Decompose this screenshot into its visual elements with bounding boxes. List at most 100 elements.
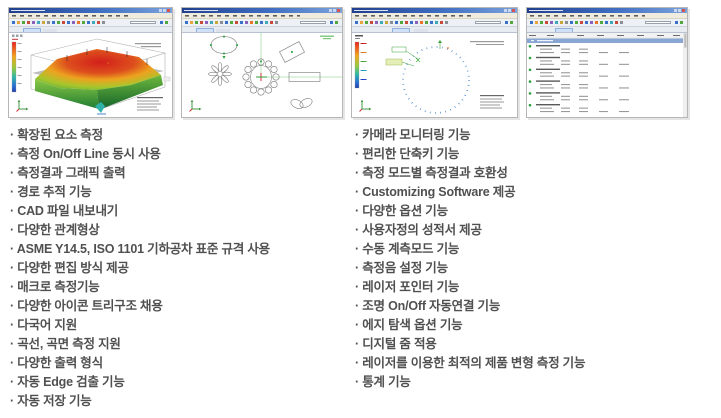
window-tabstrip (527, 27, 687, 33)
window-buttons (167, 9, 170, 12)
window-titlebar (527, 8, 687, 13)
slot-rectangle-element (288, 72, 321, 82)
window-menubar (9, 13, 172, 19)
ellipse-element (210, 35, 238, 59)
axis-triad-icon (359, 99, 372, 112)
color-scale (354, 41, 367, 89)
feature-item: · 편리한 단축키 기능 (355, 147, 460, 161)
result-text-bottom-right (480, 95, 504, 109)
feature-item: · 디지털 줌 적용 (355, 337, 437, 351)
toolbar-icons (185, 20, 188, 24)
feature-item: · 측정 모드별 측정결과 호환성 (355, 166, 508, 180)
rotated-rectangle-element (279, 41, 305, 63)
screenshot-2d-elements-window (181, 7, 343, 118)
window-buttons (682, 9, 685, 12)
window-title-text (354, 9, 388, 12)
feature-item: · 수동 계측모드 기능 (355, 242, 460, 256)
surface-plot-canvas (9, 33, 172, 117)
toolbar-icons (530, 20, 533, 24)
active-tab (555, 27, 573, 32)
window-menubar (182, 13, 342, 19)
bolt-circle-pattern (242, 58, 280, 96)
toolbar-combobox (130, 20, 156, 24)
window-menubar (527, 13, 687, 19)
measured-point-circle (402, 46, 470, 114)
toolbar-combobox (300, 20, 326, 24)
circle-measure-canvas (352, 33, 517, 117)
result-text-bottom-right (137, 97, 163, 111)
window-menubar (352, 13, 517, 19)
axis-triad-icon (16, 99, 29, 112)
window-toolbar (352, 19, 517, 27)
crosshair-guides (260, 33, 342, 78)
window-title-text (11, 9, 45, 12)
window-tabstrip (352, 27, 517, 33)
toolbar-icons-right (165, 20, 168, 24)
table-scrollbar (683, 33, 687, 117)
feature-list-left: · 확장된 요소 측정 · 측정 On/Off Line 동시 사용 · 측정결과 … (10, 126, 350, 411)
features-right-column: · 카메라 모니터링 기능 · 편리한 단축키 기능 · 측정 모드별 측정결과 호… (355, 126, 717, 392)
screenshot-results-table-window (526, 7, 688, 118)
feature-item: · 측정결과 그래픽 출력 (10, 166, 126, 180)
feature-item: · 사용자정의 성적서 제공 (355, 223, 482, 237)
window-toolbar (182, 19, 342, 27)
petal-pattern-element (208, 62, 232, 86)
cad-elements-scene (189, 33, 342, 112)
feature-item: · 자동 Edge 검출 기능 (10, 375, 125, 389)
results-table-scene (527, 33, 687, 117)
measurement-pins (66, 47, 148, 65)
feature-item: · 다양한 편집 방식 제공 (10, 261, 129, 275)
feature-item: · 레이저를 이용한 최적의 제품 변형 측정 기능 (355, 356, 586, 370)
color-scale (11, 41, 22, 93)
feature-item: · 다양한 아이콘 트리구조 채용 (10, 299, 163, 313)
feature-item: · 다양한 관계형상 (10, 223, 100, 237)
feature-item: · 경로 추적 기능 (10, 185, 92, 199)
measurement-result-groups (528, 44, 629, 113)
toolbar-icons-right (680, 20, 683, 24)
window-toolbar (527, 19, 687, 27)
toolbar-icons (12, 20, 15, 24)
screenshot-circle-measure-window (351, 7, 518, 118)
window-title-text (184, 9, 218, 12)
table-header-row (527, 33, 683, 39)
toolbar-combobox (475, 20, 501, 24)
selected-group-row (527, 38, 683, 43)
toolbar-icons (355, 20, 358, 24)
inactive-tab (414, 28, 428, 32)
datum-axis-marker (256, 60, 267, 81)
view-toolbar-glyphs (12, 34, 23, 40)
surface-plot-scene (11, 34, 171, 115)
window-titlebar (9, 8, 172, 13)
inactive-tab (43, 28, 57, 32)
cad-view-canvas (182, 33, 342, 117)
scale-indicator (320, 35, 334, 40)
window-title-text (529, 9, 563, 12)
feature-annotations (385, 40, 449, 67)
circle-measure-scene (354, 35, 504, 114)
features-left-column: · 확장된 요소 측정 · 측정 On/Off Line 동시 사용 · 측정결과 … (10, 126, 350, 411)
feature-item: · 매크로 측정기능 (10, 280, 100, 294)
screenshot-3d-surface-window (8, 7, 173, 118)
annotation-text-top-right (135, 43, 161, 48)
feature-item: · 곡선, 곡면 측정 지원 (10, 337, 121, 351)
toolbar-icons-right (510, 20, 513, 24)
window-tabstrip (9, 27, 172, 33)
feature-item: · 레이저 포인터 기능 (355, 280, 460, 294)
active-tab (196, 27, 214, 32)
active-tab (392, 27, 410, 32)
active-tab (23, 27, 41, 32)
feature-item: · 측정 On/Off Line 동시 사용 (10, 147, 161, 161)
feature-item: · CAD 파일 내보내기 (10, 204, 119, 218)
toolbar-icons-right (335, 20, 338, 24)
results-table-canvas (527, 33, 687, 117)
annotation-text-top-right (470, 41, 504, 45)
window-buttons (512, 9, 515, 12)
feature-item: · 카메라 모니터링 기능 (355, 128, 471, 142)
feature-item: · 측정음 설정 기능 (355, 261, 448, 275)
deviation-surface-3d (30, 38, 171, 115)
window-titlebar (352, 8, 517, 13)
inactive-tab (216, 28, 230, 32)
lobe-pair-element (290, 98, 313, 109)
feature-item: · 다양한 출력 형식 (10, 356, 103, 370)
